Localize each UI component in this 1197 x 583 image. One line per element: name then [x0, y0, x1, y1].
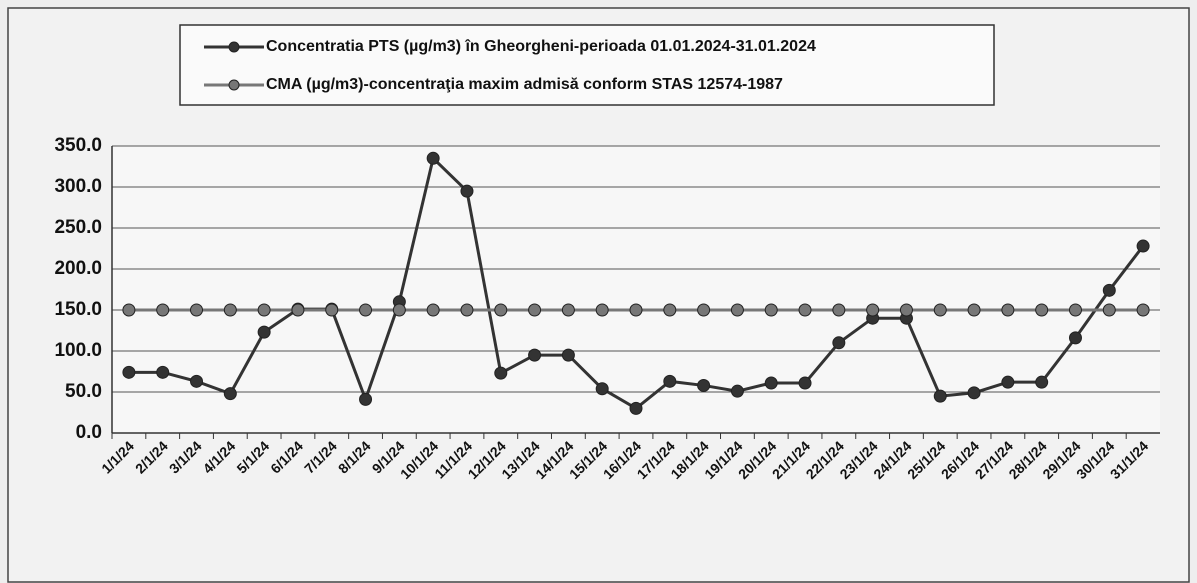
- data-point: [528, 303, 542, 317]
- data-point: [561, 348, 575, 362]
- data-point: [1136, 239, 1150, 253]
- y-tick-label: 150.0: [54, 299, 102, 320]
- data-point: [156, 365, 170, 379]
- data-point: [122, 303, 136, 317]
- data-point: [494, 303, 508, 317]
- data-point: [494, 366, 508, 380]
- data-point: [967, 386, 981, 400]
- data-point: [1102, 303, 1116, 317]
- data-point: [663, 303, 677, 317]
- y-tick-label: 300.0: [54, 176, 102, 197]
- data-point: [291, 303, 305, 317]
- data-point: [967, 303, 981, 317]
- data-point: [629, 401, 643, 415]
- data-point: [1001, 375, 1015, 389]
- data-point: [426, 151, 440, 165]
- data-point: [629, 303, 643, 317]
- plot-area: [112, 146, 1160, 433]
- legend-label: CMA (µg/m3)-concentraţia maxim admisă co…: [266, 76, 783, 93]
- data-point: [460, 184, 474, 198]
- data-point: [392, 303, 406, 317]
- data-point: [730, 384, 744, 398]
- data-point: [697, 378, 711, 392]
- legend-marker: [228, 41, 240, 53]
- data-point: [832, 303, 846, 317]
- data-point: [359, 392, 373, 406]
- data-point: [1035, 303, 1049, 317]
- data-point: [325, 303, 339, 317]
- y-tick-label: 0.0: [76, 422, 102, 443]
- data-point: [1068, 303, 1082, 317]
- y-tick-label: 250.0: [54, 217, 102, 238]
- data-point: [798, 303, 812, 317]
- data-point: [798, 376, 812, 390]
- legend-label: Concentratia PTS (µg/m3) în Gheorgheni-p…: [266, 38, 816, 55]
- data-point: [122, 365, 136, 379]
- y-tick-label: 50.0: [65, 381, 102, 402]
- data-point: [1102, 283, 1116, 297]
- data-point: [832, 336, 846, 350]
- data-point: [1001, 303, 1015, 317]
- data-point: [190, 303, 204, 317]
- data-point: [933, 303, 947, 317]
- data-point: [697, 303, 711, 317]
- legend-marker: [228, 79, 240, 91]
- data-point: [190, 374, 204, 388]
- data-point: [899, 303, 913, 317]
- data-point: [359, 303, 373, 317]
- data-point: [1136, 303, 1150, 317]
- data-point: [595, 303, 609, 317]
- data-point: [866, 303, 880, 317]
- data-point: [1068, 331, 1082, 345]
- y-tick-label: 350.0: [54, 135, 102, 156]
- data-point: [426, 303, 440, 317]
- data-point: [223, 303, 237, 317]
- data-point: [933, 389, 947, 403]
- data-point: [1035, 375, 1049, 389]
- data-point: [764, 303, 778, 317]
- legend-box: [179, 24, 995, 106]
- y-tick-label: 100.0: [54, 340, 102, 361]
- data-point: [156, 303, 170, 317]
- data-point: [257, 325, 271, 339]
- data-point: [561, 303, 575, 317]
- data-point: [663, 374, 677, 388]
- data-point: [528, 348, 542, 362]
- data-point: [764, 376, 778, 390]
- data-point: [730, 303, 744, 317]
- data-point: [223, 387, 237, 401]
- data-point: [595, 382, 609, 396]
- data-point: [257, 303, 271, 317]
- data-point: [460, 303, 474, 317]
- y-tick-label: 200.0: [54, 258, 102, 279]
